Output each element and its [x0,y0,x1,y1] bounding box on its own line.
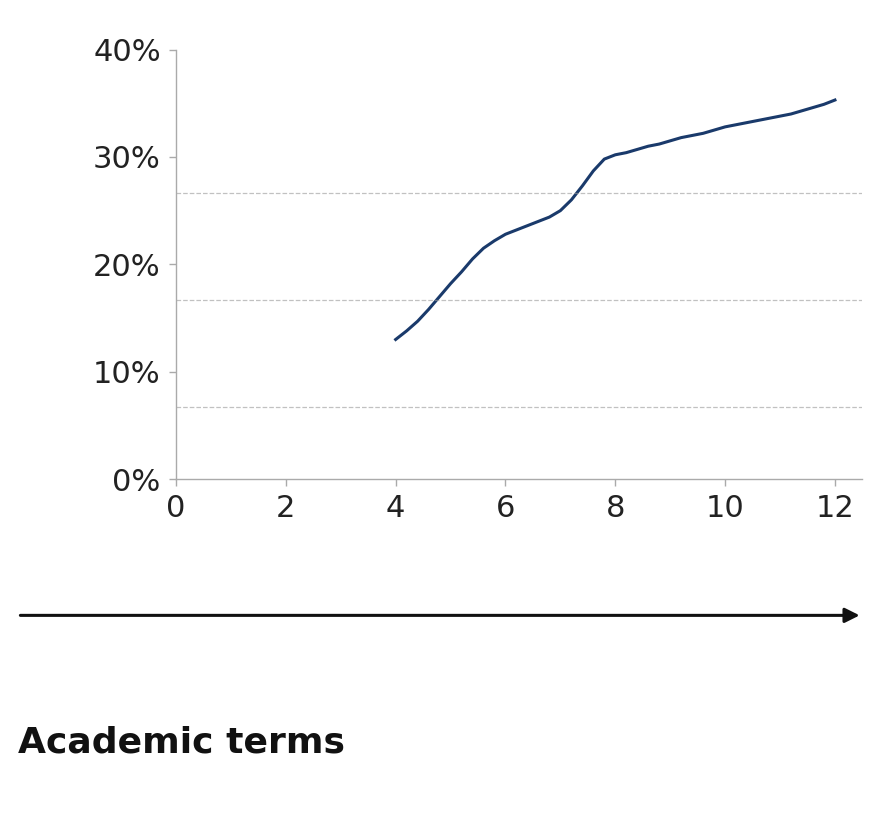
Text: Academic terms: Academic terms [18,726,345,760]
